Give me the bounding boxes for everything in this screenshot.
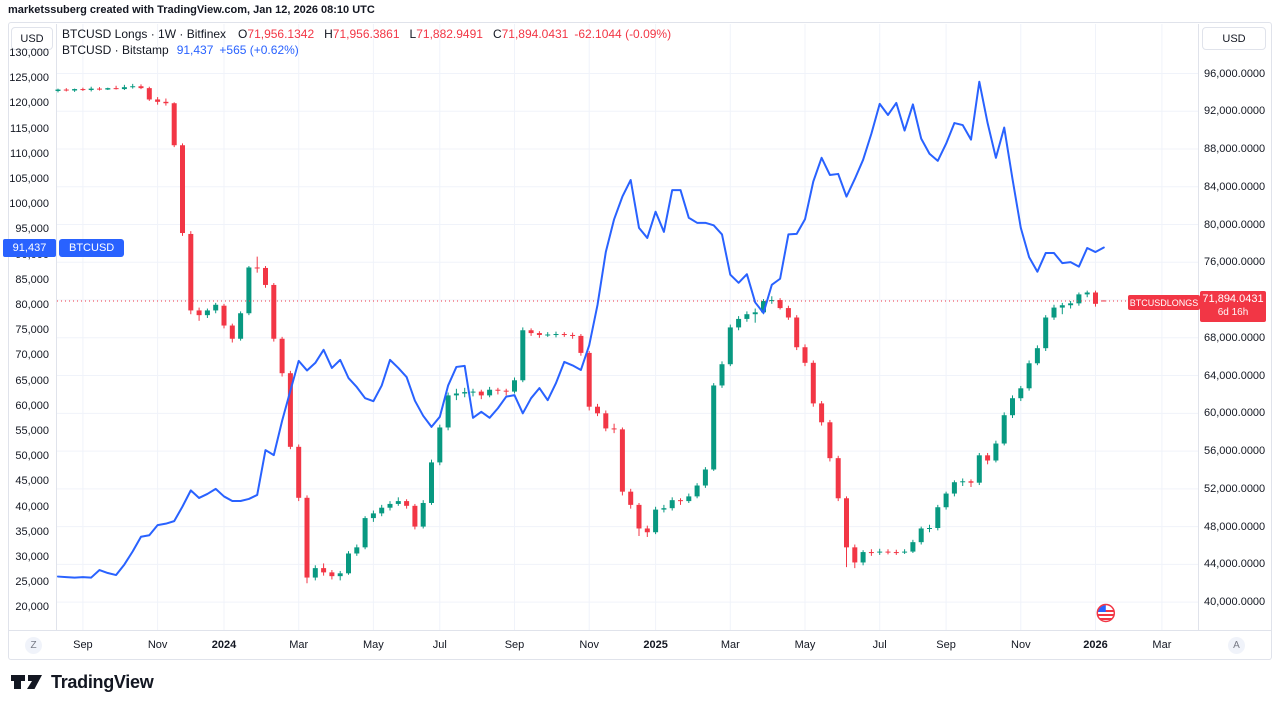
legend-longs-title: BTCUSD Longs · 1W · Bitfinex: [62, 27, 227, 41]
btcusdlongs-symbol-tag: BTCUSDLONGS: [1128, 295, 1200, 310]
btcusdlongs-last-price-label: 71,894.0431 6d 16h: [1200, 291, 1266, 322]
bar-close-countdown: 6d 16h: [1217, 307, 1249, 318]
legend-longs-low: L71,882.9491: [409, 27, 483, 41]
btcusd-last-price-label: 91,437: [3, 239, 56, 257]
left-scale-unit-button[interactable]: USD: [11, 27, 53, 50]
legend-longs-change: -62.1044 (-0.09%): [574, 27, 672, 41]
timezone-button[interactable]: Z: [25, 637, 42, 654]
btcusd-symbol-tag: BTCUSD: [59, 239, 125, 257]
legend-longs-close: C71,894.0431: [492, 27, 569, 41]
legend-series-btcusd[interactable]: BTCUSD · Bitstamp 91,437 +565 (+0.62%): [62, 43, 299, 57]
tradingview-logo-text: TradingView: [51, 671, 154, 692]
attribution-text: marketssuberg created with TradingView.c…: [8, 4, 375, 16]
legend-btcusd-change: +565 (+0.62%): [219, 43, 299, 57]
tradingview-logo-icon: [11, 675, 42, 689]
chart-widget-frame: [8, 22, 1272, 660]
right-scale-unit-button[interactable]: USD: [1202, 27, 1266, 50]
legend-series-longs[interactable]: BTCUSD Longs · 1W · Bitfinex O71,956.134…: [62, 27, 671, 41]
legend-btcusd-price: 91,437: [176, 43, 214, 57]
btcusdlongs-price-value: 71,894.0431: [1202, 293, 1264, 305]
legend-longs-open: O71,956.1342: [238, 27, 315, 41]
legend-longs-high: H71,956.3861: [324, 27, 400, 41]
legend-btcusd-title: BTCUSD · Bitstamp: [62, 43, 169, 57]
tradingview-logo[interactable]: TradingView: [10, 670, 154, 694]
auto-scale-button[interactable]: A: [1228, 637, 1245, 654]
